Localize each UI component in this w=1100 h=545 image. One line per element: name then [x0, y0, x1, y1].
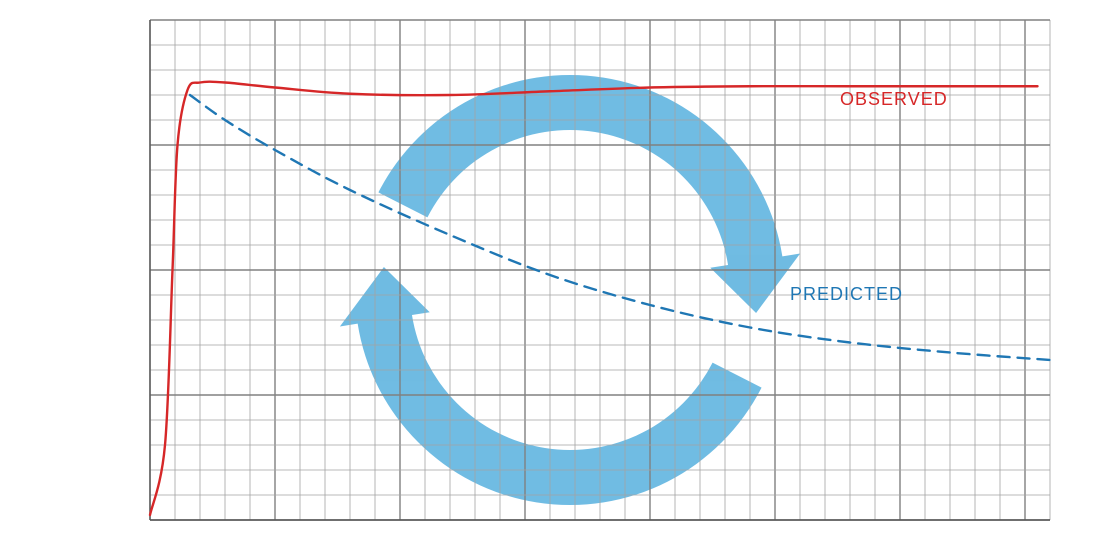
- chart-svg: PREDICTED OBSERVED: [0, 0, 1100, 545]
- observed-label: OBSERVED: [840, 89, 948, 109]
- predicted-label: PREDICTED: [790, 284, 903, 304]
- chart-container: PREDICTED OBSERVED: [0, 0, 1100, 545]
